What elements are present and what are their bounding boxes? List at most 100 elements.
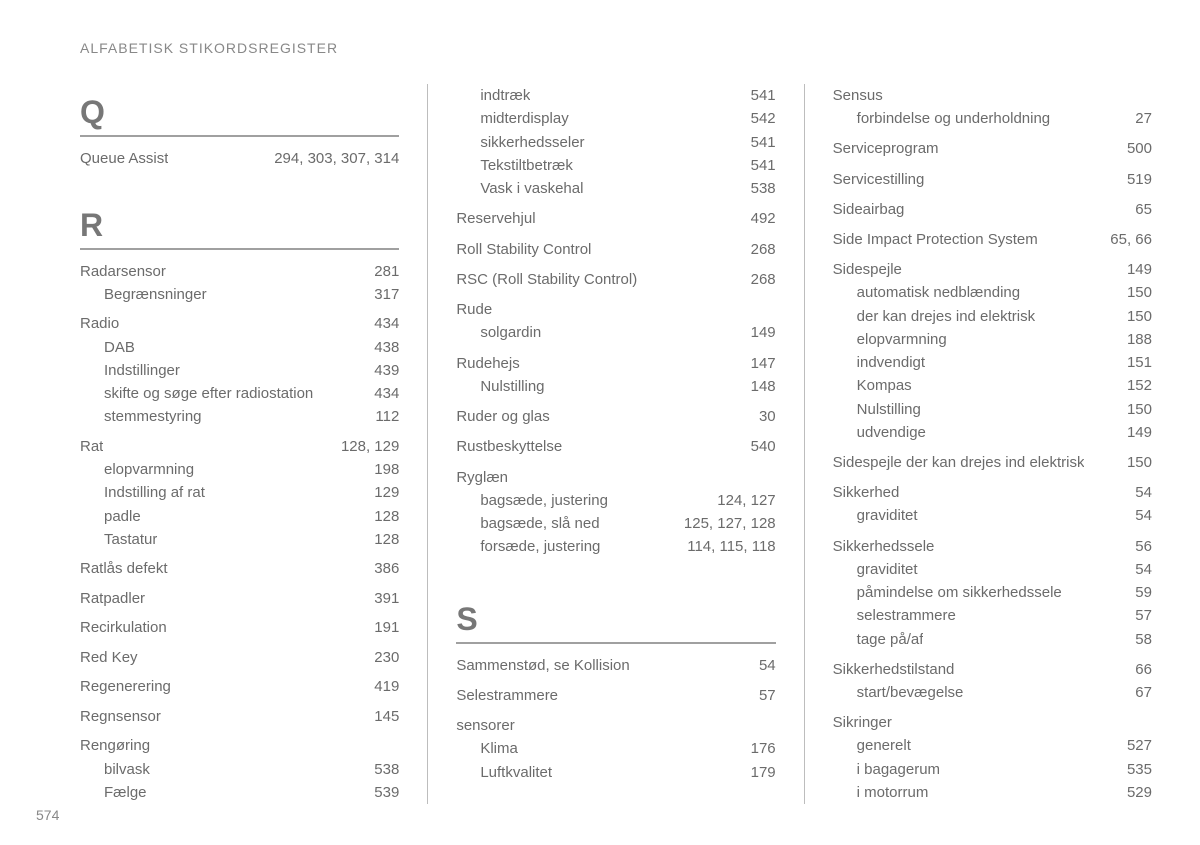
entry-term: Vask i vaskehal [456, 177, 583, 200]
entry-term: Klima [456, 737, 518, 760]
index-entry: RSC (Roll Stability Control) 268 [456, 268, 775, 291]
entry-term: automatisk nedblænding [833, 281, 1020, 304]
entry-pages: 535 [1119, 758, 1152, 781]
entry-term: Indstillinger [80, 359, 180, 382]
letter-heading: R [80, 207, 399, 244]
entry-term: graviditet [833, 504, 918, 527]
index-entry: Sikringer [833, 711, 1152, 734]
entry-term: sensorer [456, 714, 514, 737]
entry-pages: 438 [366, 336, 399, 359]
index-subentry: stemmestyring112 [80, 405, 399, 428]
entry-pages: 112 [367, 405, 399, 428]
index-page: ALFABETISK STIKORDSREGISTER QQueue Assis… [0, 0, 1200, 845]
index-entry: Regnsensor145 [80, 705, 399, 728]
index-entry: Sidespejle 149 [833, 258, 1152, 281]
entry-pages: 27 [1127, 107, 1152, 130]
entry-pages: 54 [751, 654, 776, 677]
index-entry: Rude [456, 298, 775, 321]
index-subentry: i bagagerum535 [833, 758, 1152, 781]
entry-pages: 67 [1127, 681, 1152, 704]
entry-term: Nulstilling [456, 375, 544, 398]
entry-pages: 54 [1127, 481, 1152, 504]
entry-pages: 527 [1119, 734, 1152, 757]
entry-pages: 57 [751, 684, 776, 707]
entry-term: RSC (Roll Stability Control) [456, 268, 637, 291]
entry-pages: 56 [1127, 535, 1152, 558]
entry-term: start/bevægelse [833, 681, 964, 704]
entry-pages: 541 [743, 84, 776, 107]
entry-term: der kan drejes ind elektrisk [833, 305, 1035, 328]
entry-pages: 150 [1119, 305, 1152, 328]
entry-pages: 492 [743, 207, 776, 230]
entry-term: midterdisplay [456, 107, 568, 130]
group-spacer [456, 200, 775, 207]
index-entry: Sammenstød, se Kollision54 [456, 654, 775, 677]
spacer [456, 559, 775, 591]
entry-term: padle [80, 505, 141, 528]
group-spacer [833, 704, 1152, 711]
index-entry: Radarsensor281 [80, 260, 399, 283]
entry-term: elopvarmning [833, 328, 947, 351]
index-entry: Ratpadler391 [80, 587, 399, 610]
entry-pages: 30 [751, 405, 776, 428]
index-subentry: Klima 176 [456, 737, 775, 760]
entry-term: Begrænsninger [80, 283, 207, 306]
entry-pages: 439 [366, 359, 399, 382]
entry-pages: 540 [743, 435, 776, 458]
entry-pages: 176 [743, 737, 776, 760]
group-spacer [456, 231, 775, 238]
page-number: 574 [36, 807, 59, 823]
entry-term: Sikkerhed [833, 481, 900, 504]
entry-pages: 65 [1127, 198, 1152, 221]
letter-heading: S [456, 601, 775, 638]
letter-rule [80, 135, 399, 137]
group-spacer [456, 707, 775, 714]
group-spacer [456, 291, 775, 298]
entry-term: Nulstilling [833, 398, 921, 421]
entry-term: bagsæde, slå ned [456, 512, 599, 535]
entry-pages: 147 [743, 352, 776, 375]
entry-term: Radarsensor [80, 260, 166, 283]
index-subentry: bilvask 538 [80, 758, 399, 781]
entry-term: generelt [833, 734, 911, 757]
entry-pages: 149 [1119, 258, 1152, 281]
index-subentry: graviditet54 [833, 558, 1152, 581]
entry-pages: 149 [1119, 421, 1152, 444]
index-entry: Sikkerhedstilstand66 [833, 658, 1152, 681]
index-subentry: bagsæde, slå ned125, 127, 128 [456, 512, 775, 535]
index-subentry: forbindelse og underholdning27 [833, 107, 1152, 130]
index-entry: Sikkerhed 54 [833, 481, 1152, 504]
group-spacer [833, 444, 1152, 451]
index-entry: Red Key230 [80, 646, 399, 669]
spacer [80, 170, 399, 197]
entry-pages: 419 [366, 675, 399, 698]
group-spacer [833, 221, 1152, 228]
index-subentry: Begrænsninger317 [80, 283, 399, 306]
entry-term: Luftkvalitet [456, 761, 552, 784]
entry-term: Tastatur [80, 528, 157, 551]
entry-pages: 434 [366, 382, 399, 405]
entry-pages: 57 [1127, 604, 1152, 627]
entry-term: Ratpadler [80, 587, 145, 610]
entry-pages: 188 [1119, 328, 1152, 351]
entry-term: tage på/af [833, 628, 924, 651]
index-entry: Selestrammere57 [456, 684, 775, 707]
index-subentry: sikkerhedsseler541 [456, 131, 775, 154]
entry-term: forsæde, justering [456, 535, 600, 558]
entry-pages: 434 [366, 312, 399, 335]
entry-term: elopvarmning [80, 458, 194, 481]
entry-term: bagsæde, justering [456, 489, 608, 512]
index-entry: Recirkulation191 [80, 616, 399, 639]
entry-term: Regnsensor [80, 705, 161, 728]
index-subentry: selestrammere57 [833, 604, 1152, 627]
entry-pages: 541 [743, 131, 776, 154]
index-subentry: DAB438 [80, 336, 399, 359]
index-subentry: Tekstiltbetræk541 [456, 154, 775, 177]
entry-term: graviditet [833, 558, 918, 581]
entry-term: Sidespejle [833, 258, 902, 281]
entry-pages: 59 [1127, 581, 1152, 604]
entry-pages: 538 [366, 758, 399, 781]
index-subentry: Vask i vaskehal538 [456, 177, 775, 200]
entry-term: bilvask [80, 758, 150, 781]
entry-pages: 268 [743, 268, 776, 291]
